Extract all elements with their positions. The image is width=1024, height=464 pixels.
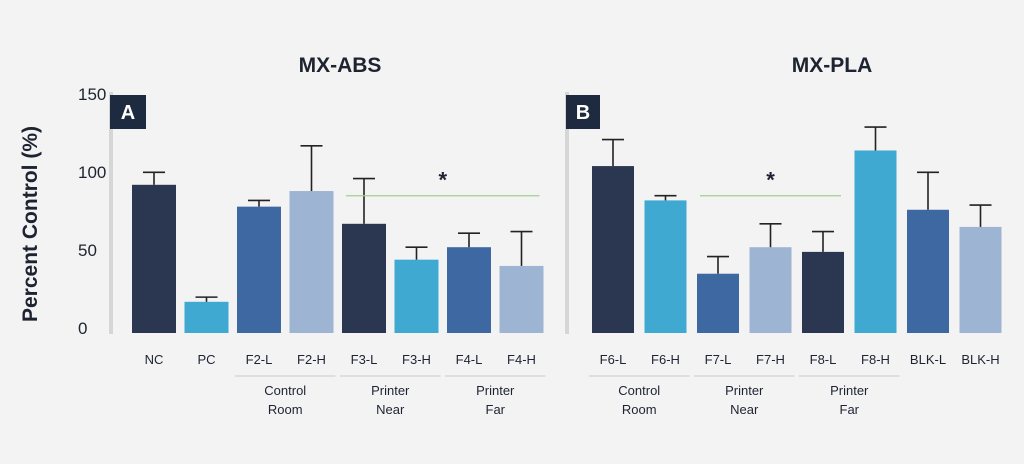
chart-panel-a: MX-ABS A NC PC F2-L F2-H F3-L F3-H F4-L F4-H Contr…	[109, 54, 546, 417]
bar-f3-h	[394, 259, 439, 333]
x-tick-label: F6-L	[600, 352, 627, 367]
x-tick-label: BLK-H	[961, 352, 999, 367]
y-tick-label: 50	[78, 241, 97, 260]
bar-pc	[184, 301, 229, 333]
bar-f8-l	[802, 251, 844, 333]
bar-f7-l	[697, 273, 739, 333]
group-label: Printer	[371, 383, 410, 398]
group-label: Far	[840, 402, 860, 417]
bar-f2-l	[237, 206, 281, 333]
group-label: Printer	[830, 383, 869, 398]
chart-title: MX-PLA	[792, 54, 873, 77]
panel-label: A	[121, 102, 135, 124]
x-tick-label: F3-H	[402, 352, 431, 367]
group-label: Control	[618, 383, 660, 398]
x-tick-label: PC	[197, 352, 215, 367]
y-axis-label: Percent Control (%)	[19, 126, 42, 322]
x-tick-label: F8-H	[861, 352, 890, 367]
bar-f4-h	[499, 265, 544, 333]
bar-f7-h	[749, 247, 792, 333]
group-label: Room	[268, 402, 303, 417]
bar-blk-l	[907, 209, 949, 333]
bar-f4-l	[447, 247, 491, 333]
chart-title: MX-ABS	[299, 54, 382, 77]
x-tick-label: F6-H	[651, 352, 680, 367]
bar-nc	[132, 184, 176, 333]
y-tick-label: 150	[78, 85, 106, 104]
bar-f3-l	[342, 223, 386, 333]
group-label: Control	[264, 383, 306, 398]
bar-f6-h	[644, 200, 687, 333]
x-tick-label: F8-L	[810, 352, 837, 367]
bar-blk-h	[959, 226, 1002, 333]
group-label: Room	[622, 402, 657, 417]
x-tick-label: NC	[145, 352, 164, 367]
x-tick-label: F2-H	[297, 352, 326, 367]
x-tick-label: F2-L	[246, 352, 273, 367]
y-tick-label: 100	[78, 163, 106, 182]
panel-label: B	[576, 102, 590, 124]
bar-f8-h	[854, 150, 897, 333]
x-tick-label: F7-L	[705, 352, 732, 367]
bar-f6-l	[592, 166, 634, 333]
y-tick-label: 0	[78, 319, 87, 338]
group-label: Far	[486, 402, 506, 417]
panel-label-box	[110, 95, 146, 129]
x-tick-label: BLK-L	[910, 352, 946, 367]
bar-f2-h	[289, 191, 334, 333]
x-tick-label: F4-L	[456, 352, 483, 367]
x-tick-label: F3-L	[351, 352, 378, 367]
group-label: Printer	[725, 383, 764, 398]
group-label: Printer	[476, 383, 515, 398]
chart-panel-b: MX-PLA B F6-L F6-H F7-L F7-H F8-L F8-H BLK-L BLK-…	[565, 54, 1002, 417]
group-label: Near	[730, 402, 759, 417]
group-label: Near	[376, 402, 405, 417]
x-tick-label: F4-H	[507, 352, 536, 367]
x-tick-label: F7-H	[756, 352, 785, 367]
panel-label-box	[566, 95, 600, 129]
significance-marker: *	[438, 168, 447, 193]
significance-marker: *	[766, 168, 775, 193]
